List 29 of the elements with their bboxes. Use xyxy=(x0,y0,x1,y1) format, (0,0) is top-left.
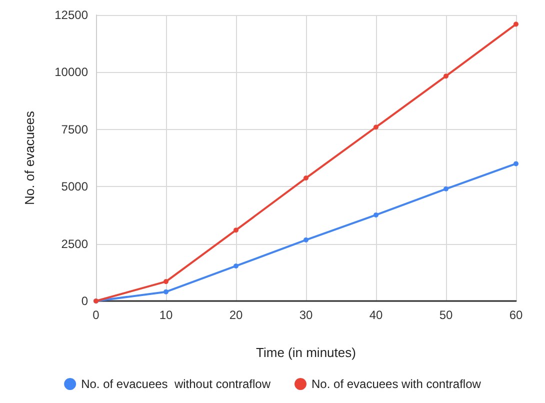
legend-label: No. of evacuees without contraflow xyxy=(81,377,271,391)
y-tick-label: 5000 xyxy=(61,180,88,194)
y-tick-label: 10000 xyxy=(54,65,88,80)
y-axis-title: No. of evacuees xyxy=(22,110,37,205)
point xyxy=(164,289,168,294)
legend-label: No. of evacuees with contraflow xyxy=(312,377,482,391)
y-tick-label: 7500 xyxy=(61,122,88,136)
point xyxy=(374,212,378,218)
y-tick-label: 0 xyxy=(81,294,88,308)
point xyxy=(304,237,308,242)
point xyxy=(514,22,518,27)
x-tick-label: 30 xyxy=(299,308,313,322)
y-tick-label: 12500 xyxy=(54,8,88,22)
x-tick-label: 60 xyxy=(509,308,523,322)
x-tick-label: 0 xyxy=(92,308,100,322)
x-axis-title: Time (in minutes) xyxy=(256,345,356,360)
x-tick-label: 10 xyxy=(159,308,173,322)
x-tick-label: 20 xyxy=(229,308,243,322)
x-tick-label: 40 xyxy=(369,308,383,322)
y-tick-label: 2500 xyxy=(61,236,88,251)
point xyxy=(444,74,448,79)
point xyxy=(164,279,168,284)
point xyxy=(444,186,448,192)
point xyxy=(234,263,238,268)
point xyxy=(234,228,238,233)
x-tick-label: 50 xyxy=(439,308,453,322)
point xyxy=(304,176,308,181)
point xyxy=(514,161,518,166)
point xyxy=(374,124,378,130)
